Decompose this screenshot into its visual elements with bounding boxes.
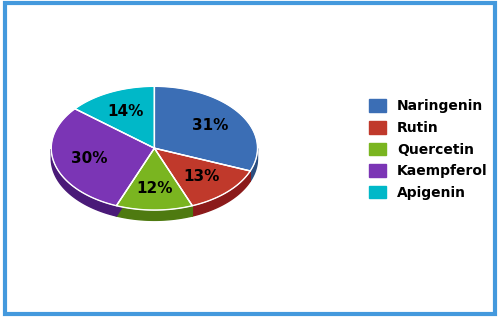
Text: 31%: 31%: [192, 118, 228, 133]
Polygon shape: [116, 206, 192, 220]
Text: 12%: 12%: [136, 181, 172, 196]
Polygon shape: [116, 148, 154, 216]
Polygon shape: [154, 148, 250, 181]
Polygon shape: [116, 148, 192, 210]
Polygon shape: [52, 149, 116, 216]
Polygon shape: [154, 148, 250, 181]
Text: 13%: 13%: [184, 169, 220, 184]
Polygon shape: [154, 148, 192, 216]
Legend: Naringenin, Rutin, Quercetin, Kaempferol, Apigenin: Naringenin, Rutin, Quercetin, Kaempferol…: [364, 94, 493, 205]
Polygon shape: [52, 109, 154, 206]
Polygon shape: [116, 148, 154, 216]
Text: 30%: 30%: [71, 151, 108, 166]
Polygon shape: [192, 171, 250, 216]
Polygon shape: [75, 86, 154, 148]
Polygon shape: [154, 148, 192, 216]
Polygon shape: [154, 86, 258, 171]
Polygon shape: [250, 148, 258, 181]
Text: 14%: 14%: [108, 104, 144, 119]
Polygon shape: [154, 148, 250, 206]
